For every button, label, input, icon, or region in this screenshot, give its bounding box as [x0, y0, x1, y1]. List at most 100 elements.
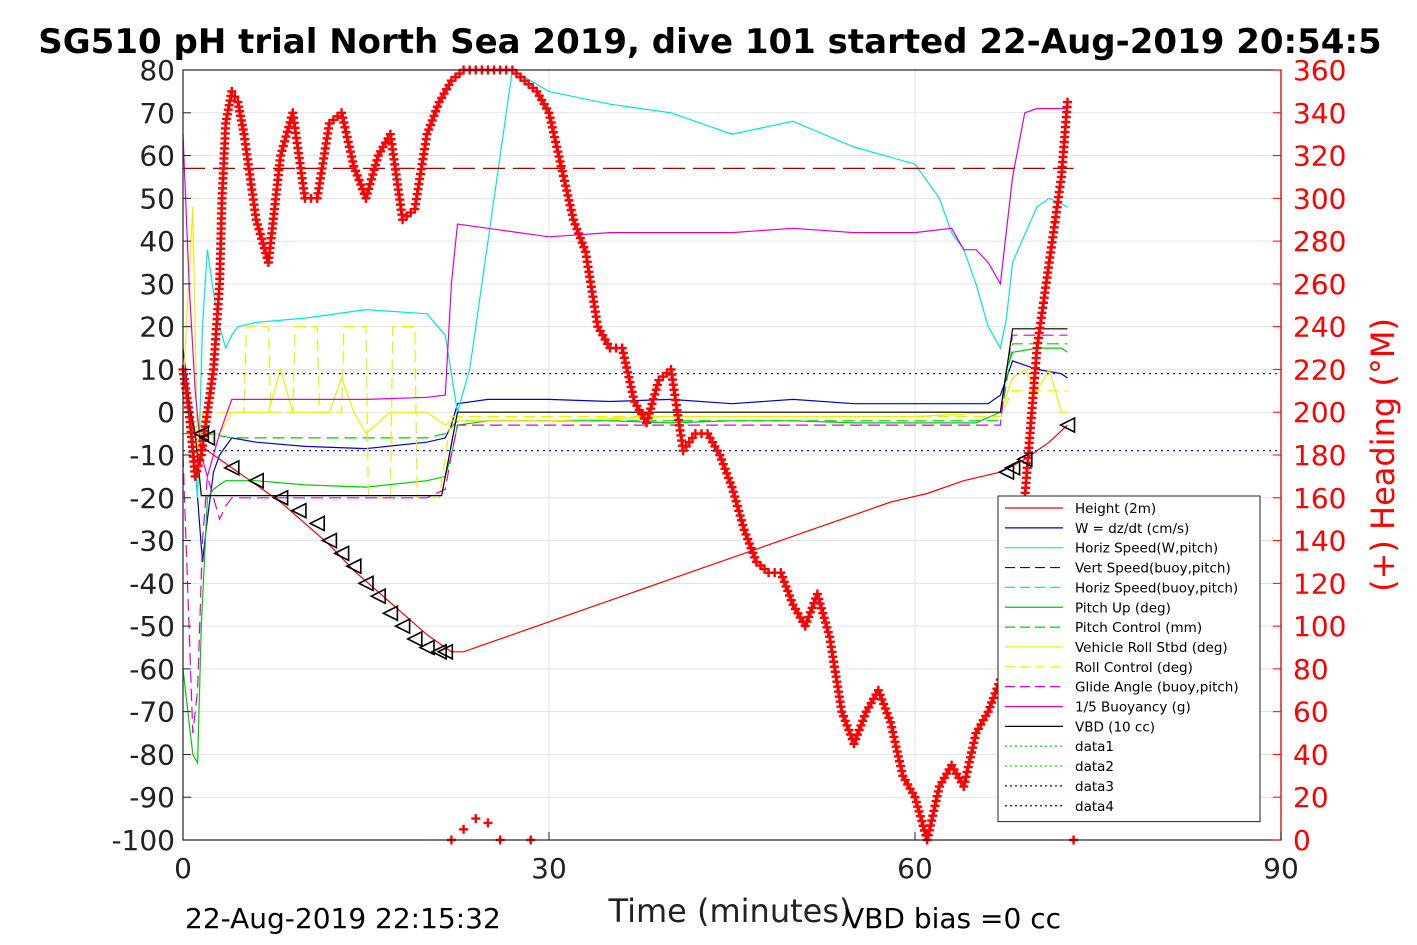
heading-marker: [361, 193, 371, 203]
heading-marker: [651, 385, 661, 395]
heading-marker: [642, 418, 652, 428]
heading-marker: [728, 487, 738, 497]
heading-marker: [814, 594, 824, 604]
heading-marker: [781, 581, 791, 591]
triangle-marker: [406, 630, 423, 648]
legend-label: Pitch Up (deg): [1075, 600, 1171, 616]
heading-marker: [822, 622, 832, 632]
heading-marker: [915, 811, 925, 821]
right-axis-label: (+) Heading (°M): [1364, 318, 1402, 592]
right-tick-label: 140: [1293, 525, 1346, 558]
heading-marker: [190, 471, 200, 481]
left-tick-label: 20: [139, 311, 175, 344]
heading-marker: [577, 238, 587, 248]
heading-marker: [816, 603, 826, 613]
chart-title: SG510 pH trial North Sea 2019, dive 101 …: [38, 22, 1381, 62]
right-tick-label: 300: [1293, 182, 1346, 215]
heading-marker: [349, 161, 359, 171]
right-tick-label: 220: [1293, 353, 1346, 386]
heading-marker: [366, 174, 376, 184]
heading-marker: [278, 141, 288, 151]
legend-label: Pitch Control (mm): [1075, 620, 1202, 636]
heading-marker: [574, 228, 584, 238]
heading-marker: [724, 473, 734, 483]
heading-marker: [579, 242, 589, 252]
heading-marker: [731, 496, 741, 506]
heading-marker: [575, 233, 585, 243]
heading-marker: [429, 111, 439, 121]
legend-label: data3: [1075, 779, 1114, 795]
heading-marker: [431, 106, 441, 116]
series-line-0: [182, 369, 1068, 653]
series-line-11: [182, 328, 1068, 497]
left-tick-label: -40: [129, 567, 175, 600]
footer-vbd-bias: VBD bias =0 cc: [845, 902, 1061, 935]
heading-marker: [369, 165, 379, 175]
legend: Height (2m) W = dz/dt (cm/s) Horiz Speed(W…: [997, 495, 1261, 823]
heading-marker: [364, 184, 374, 194]
heading-marker: [779, 577, 789, 587]
heading-marker: [425, 120, 435, 130]
heading-marker: [725, 478, 735, 487]
tick-labels: 80706050403020100-10-20-30-40-50-60-70-8…: [111, 54, 1346, 885]
triangle-marker: [198, 429, 216, 447]
left-tick-label: 10: [139, 353, 175, 386]
heading-marker: [424, 125, 434, 135]
legend-label: Roll Control (deg): [1075, 660, 1193, 676]
heading-marker: [354, 175, 364, 185]
heading-marker: [802, 617, 812, 627]
heading-marker: [873, 685, 883, 695]
right-tick-label: 60: [1293, 696, 1329, 729]
left-tick-label: -90: [129, 781, 175, 814]
heading-marker: [842, 720, 852, 730]
heading-marker: [750, 552, 760, 562]
heading-marker: [839, 711, 849, 721]
right-tick-label: 120: [1293, 567, 1346, 600]
right-tick-label: 0: [1293, 824, 1311, 857]
legend-label: VBD (10 cc): [1075, 719, 1155, 735]
heading-marker: [734, 506, 744, 516]
heading-marker: [818, 608, 828, 618]
heading-marker: [884, 713, 894, 723]
heading-marker: [643, 413, 653, 423]
heading-marker: [913, 802, 923, 812]
heading-marker: [746, 543, 756, 553]
heading-marker: [854, 725, 864, 735]
series-line-9: [182, 334, 1068, 734]
heading-marker: [880, 704, 890, 714]
right-tick-label: 320: [1293, 140, 1346, 173]
heading-marker: [432, 102, 442, 112]
right-tick-label: 100: [1293, 610, 1346, 643]
triangle-marker: [1058, 416, 1076, 434]
left-tick-label: 50: [139, 182, 175, 215]
heading-marker: [646, 404, 656, 414]
heading-marker: [875, 690, 885, 700]
heading-marker: [851, 734, 861, 744]
legend-label: Vehicle Roll Stbd (deg): [1075, 640, 1228, 656]
heading-marker: [879, 699, 889, 709]
heading-marker: [277, 146, 287, 156]
left-tick-label: -70: [129, 696, 175, 729]
heading-marker: [988, 693, 998, 703]
left-tick-label: 80: [139, 54, 175, 87]
series-line-1: [182, 348, 1068, 562]
heading-marker: [985, 702, 995, 712]
heading-marker: [715, 450, 725, 460]
heading-marker: [983, 707, 993, 717]
x-tick-label: 30: [531, 852, 567, 885]
heading-marker: [652, 380, 662, 390]
heading-marker: [647, 399, 657, 409]
heading-marker-low: [471, 814, 481, 824]
right-tick-label: 40: [1293, 738, 1329, 771]
heading-marker: [987, 698, 997, 707]
heading-marker: [258, 238, 268, 248]
legend-box: [997, 495, 1261, 823]
heading-marker: [650, 389, 660, 399]
x-tick-label: 0: [174, 852, 192, 885]
heading-marker: [823, 627, 833, 637]
left-tick-label: -100: [111, 824, 175, 857]
heading-marker: [720, 464, 730, 474]
heading-marker: [1063, 97, 1072, 107]
left-tick-label: -10: [129, 439, 175, 472]
heading-marker: [859, 711, 869, 721]
